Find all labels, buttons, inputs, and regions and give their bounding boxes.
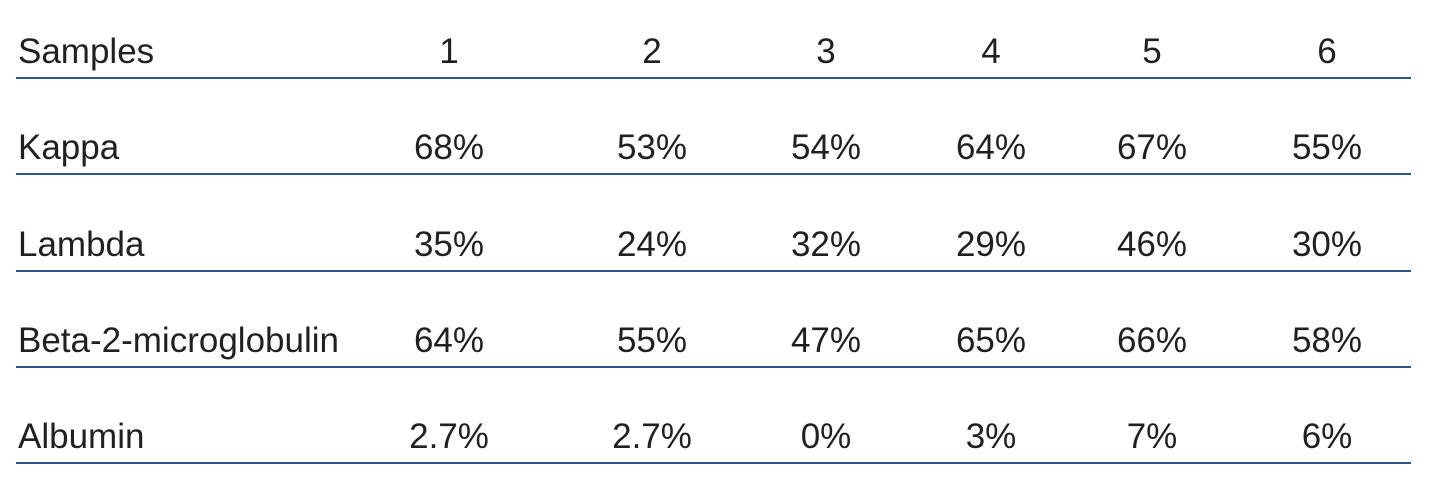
header-cell: 2	[642, 32, 662, 71]
cell-value: 64%	[413, 320, 485, 360]
cell-value: 2.7%	[612, 417, 692, 457]
row-rule	[16, 173, 1411, 176]
row-label: Albumin	[18, 417, 145, 457]
cell-value: 0%	[800, 417, 852, 457]
cell-value: 68%	[413, 128, 485, 168]
row-rule	[16, 269, 1411, 272]
header-cell: 3	[816, 32, 836, 71]
row-label: Kappa	[18, 128, 120, 168]
cell-value: 32%	[790, 224, 862, 264]
cell-value: 67%	[1116, 128, 1188, 168]
cell-value: 65%	[955, 320, 1027, 360]
row-label: Lambda	[18, 224, 145, 264]
header-cell: 6	[1317, 32, 1337, 71]
row-rule	[16, 462, 1411, 465]
header-cell: 5	[1142, 32, 1162, 71]
row-rule	[16, 365, 1411, 368]
cell-value: 66%	[1116, 320, 1188, 360]
cell-value: 53%	[616, 128, 688, 168]
cell-value: 6%	[1301, 417, 1353, 457]
cell-value: 55%	[1291, 128, 1363, 168]
cell-value: 35%	[413, 224, 485, 264]
cell-value: 64%	[955, 128, 1027, 168]
cell-value: 24%	[616, 224, 688, 264]
cell-value: 46%	[1116, 224, 1188, 264]
cell-value: 3%	[965, 417, 1017, 457]
header-cell: 1	[439, 32, 459, 71]
cell-value: 54%	[790, 128, 862, 168]
header-cell: 4	[981, 32, 1001, 71]
row-label: Beta-2-microglobulin	[18, 320, 339, 360]
row-rule	[16, 77, 1411, 79]
cell-value: 30%	[1291, 224, 1363, 264]
cell-value: 7%	[1126, 417, 1178, 457]
cell-value: 47%	[790, 320, 862, 360]
cell-value: 55%	[616, 320, 688, 360]
cell-value: 2.7%	[409, 417, 489, 457]
header-label: Samples	[18, 32, 155, 71]
cell-value: 29%	[955, 224, 1027, 264]
cell-value: 58%	[1291, 320, 1363, 360]
